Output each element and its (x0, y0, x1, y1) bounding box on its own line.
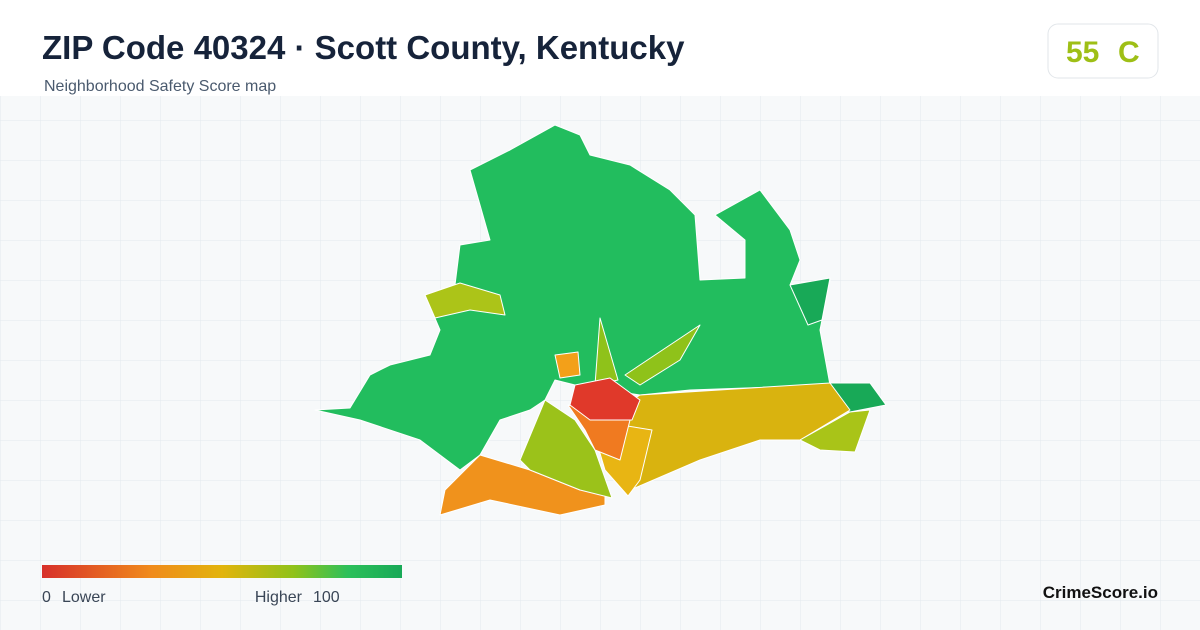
score-grade: C (1118, 36, 1140, 69)
region (799, 409, 871, 453)
subtitle: Neighborhood Safety Score map (44, 78, 276, 95)
score-badge (1047, 23, 1159, 79)
region (554, 351, 581, 379)
header-bg (0, 0, 1200, 96)
region (624, 324, 701, 386)
legend-scale (42, 565, 402, 578)
legend-max-label: Higher (255, 589, 303, 606)
region (789, 277, 831, 326)
region (424, 282, 506, 319)
region (569, 377, 641, 421)
region (519, 399, 613, 499)
legend-max: 100 (313, 589, 340, 606)
legend-min: 0 (42, 589, 51, 606)
brand: CrimeScore.io (1043, 583, 1158, 602)
map (314, 124, 887, 516)
legend-min-label: Lower (62, 589, 106, 606)
title: ZIP Code 40324 · Scott County, Kentucky (42, 29, 685, 66)
score-value: 55 (1066, 36, 1099, 69)
